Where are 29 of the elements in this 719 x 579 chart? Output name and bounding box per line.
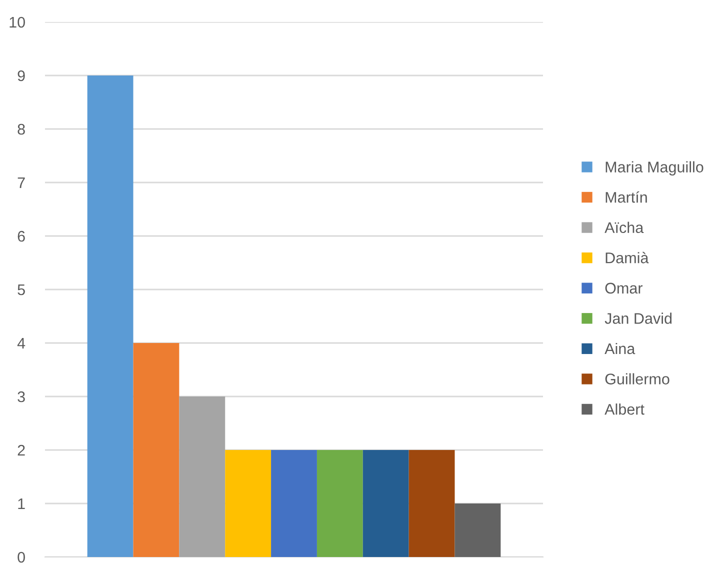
- legend-label: Maria Maguillo: [606, 161, 704, 176]
- legend-label: Aïcha: [604, 222, 644, 234]
- y-tick-label: 2: [18, 444, 25, 456]
- y-tick-label: 8: [18, 124, 25, 135]
- bar: [362, 450, 409, 557]
- y-tick-label: 1: [18, 498, 25, 510]
- y-tick-label: 7: [18, 178, 25, 188]
- y-tick-label: 0: [18, 552, 25, 563]
- y-tick-label: 6: [18, 230, 25, 242]
- legend-label: Omar: [605, 282, 643, 294]
- legend-label: Martín: [606, 191, 647, 203]
- legend-label: Aina: [604, 342, 636, 354]
- bar: [133, 343, 180, 557]
- legend-label: Albert: [604, 404, 644, 415]
- legend-label: Damià: [606, 252, 649, 264]
- y-tick-label: 3: [18, 391, 25, 402]
- bar: [179, 396, 226, 557]
- y-tick-label: 10: [10, 16, 25, 28]
- bar: [454, 504, 501, 557]
- bar: [87, 76, 134, 557]
- legend-label: Guillermo: [605, 373, 670, 384]
- y-tick-label: 5: [18, 284, 25, 296]
- bar: [271, 450, 317, 557]
- y-tick-label: 9: [18, 70, 25, 82]
- legend-label: Jan David: [604, 312, 672, 324]
- bar: [408, 450, 455, 557]
- bar: [316, 450, 363, 557]
- y-tick-label: 4: [17, 338, 26, 349]
- bar: [225, 450, 272, 557]
